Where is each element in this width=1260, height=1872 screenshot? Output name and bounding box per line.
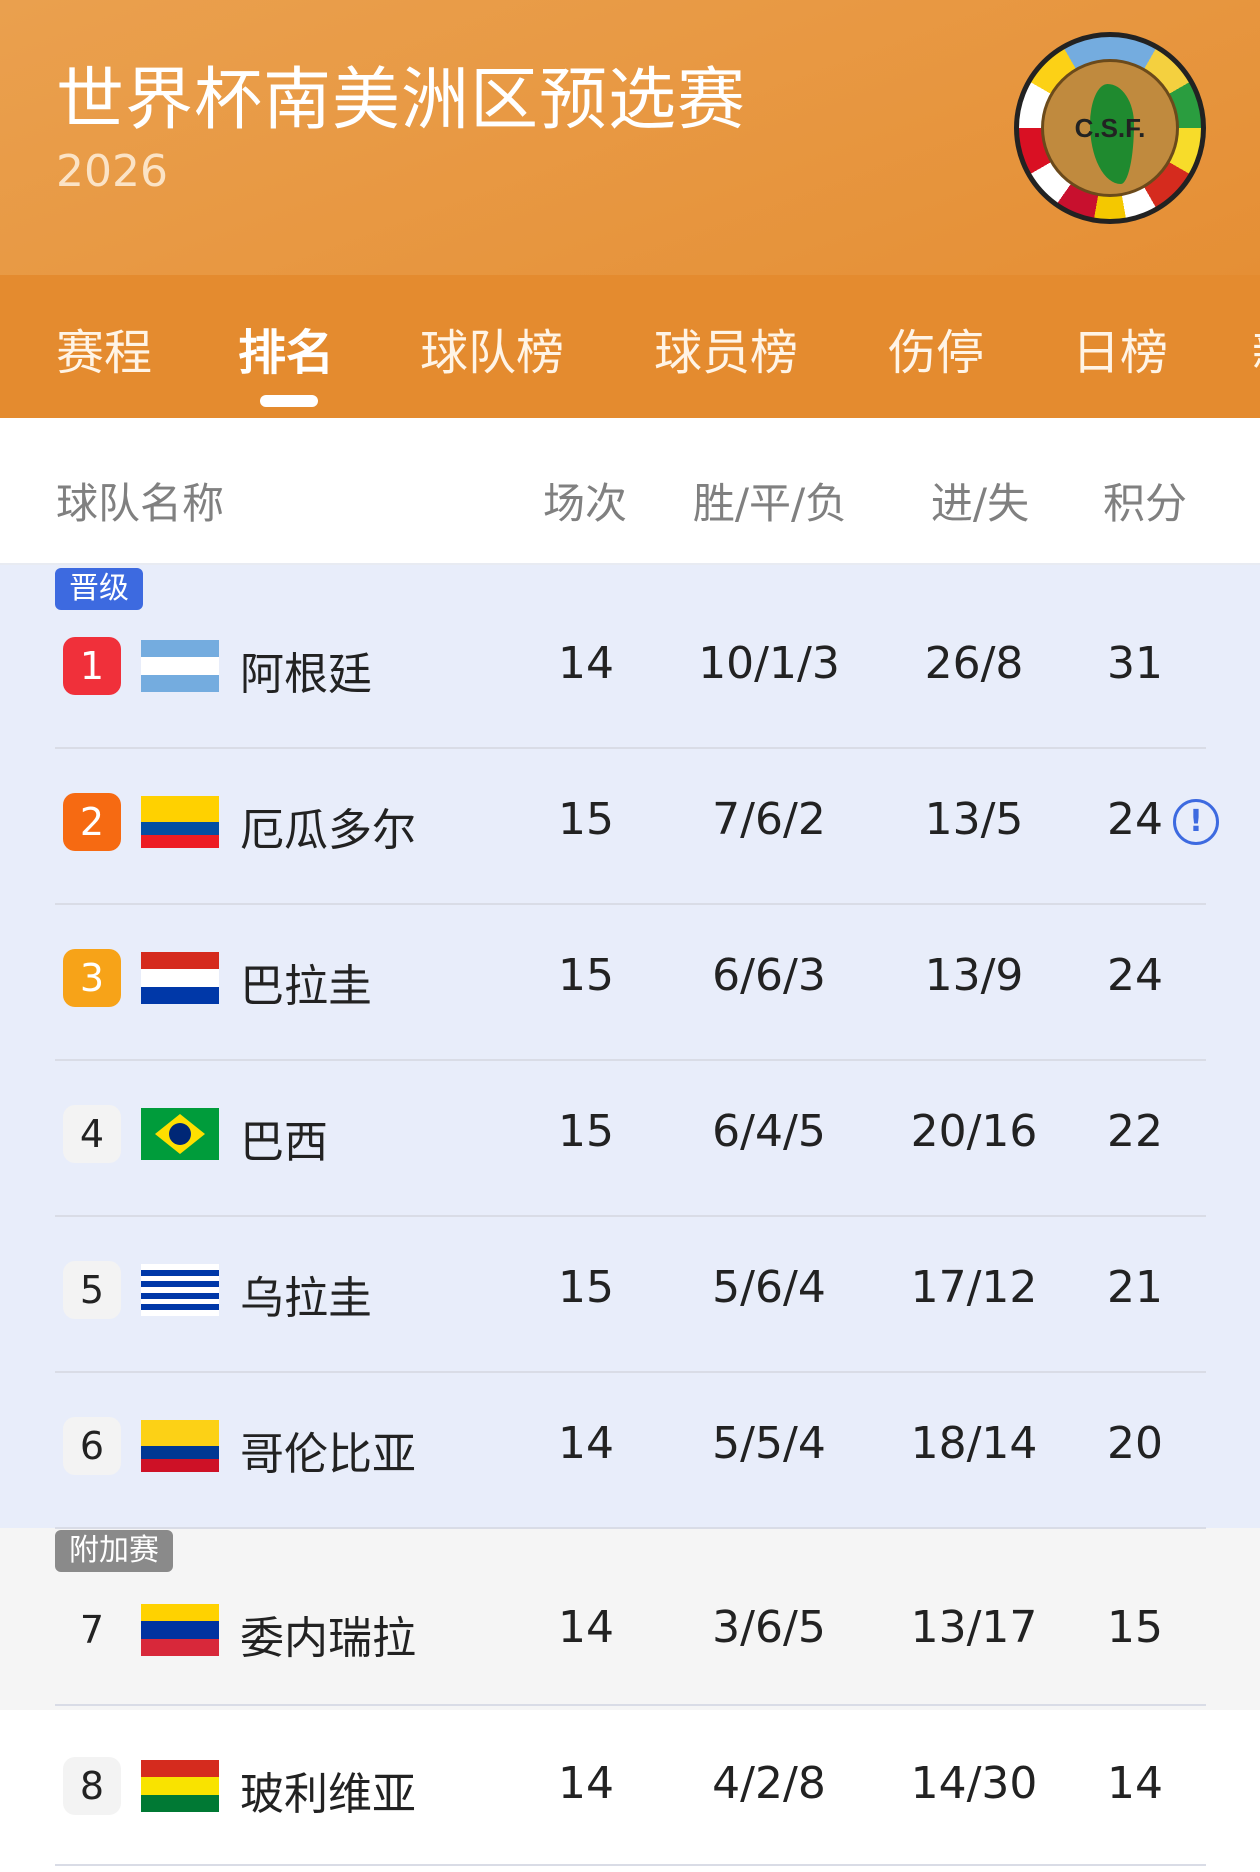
cell-goals: 17/12 xyxy=(910,1262,1038,1313)
cell-played: 14 xyxy=(558,1602,614,1653)
col-wdl: 胜/平/负 xyxy=(692,479,848,528)
info-circle-icon[interactable]: ! xyxy=(1173,799,1219,845)
cell-points: 14 xyxy=(1107,1758,1163,1809)
table-row[interactable]: 8 玻利维亚 14 4/2/8 14/30 14 xyxy=(0,1710,1260,1866)
cell-played: 14 xyxy=(558,1758,614,1809)
col-played: 场次 xyxy=(542,479,628,528)
rank-badge: 8 xyxy=(63,1757,121,1815)
team-name[interactable]: 乌拉圭 xyxy=(240,1273,372,1324)
flag-icon xyxy=(141,1264,219,1316)
row-divider xyxy=(55,1059,1206,1061)
rank-badge: 7 xyxy=(79,1608,105,1652)
cell-wdl: 4/2/8 xyxy=(712,1758,826,1809)
flag-icon xyxy=(141,640,219,692)
table-row[interactable]: 5 乌拉圭 15 5/6/4 17/12 21 xyxy=(0,1217,1260,1373)
team-name[interactable]: 委内瑞拉 xyxy=(240,1613,416,1664)
cell-points: 24 xyxy=(1107,950,1163,1001)
rank-badge: 6 xyxy=(63,1417,121,1475)
cell-played: 15 xyxy=(558,1262,614,1313)
table-row[interactable]: 4 巴西 15 6/4/5 20/16 22 xyxy=(0,1061,1260,1217)
tab-5[interactable]: 日榜 xyxy=(1072,325,1169,381)
tab-2[interactable]: 球队榜 xyxy=(420,325,565,381)
row-divider xyxy=(55,1371,1206,1373)
qualified-section xyxy=(0,565,1260,1528)
table-row[interactable]: 2 厄瓜多尔 15 7/6/2 13/5 24! xyxy=(0,749,1260,905)
tab-1[interactable]: 排名 xyxy=(238,325,335,381)
flag-icon xyxy=(141,1420,219,1472)
cell-wdl: 6/4/5 xyxy=(712,1106,826,1157)
table-row[interactable]: 7 委内瑞拉 14 3/6/5 13/17 15 xyxy=(0,1550,1260,1706)
page-title: 世界杯南美洲区预选赛 xyxy=(56,61,747,140)
cell-goals: 13/17 xyxy=(910,1602,1038,1653)
cell-points: 22 xyxy=(1107,1106,1163,1157)
team-name[interactable]: 阿根廷 xyxy=(240,649,372,700)
row-divider xyxy=(55,903,1206,905)
cell-goals: 14/30 xyxy=(910,1758,1038,1809)
team-name[interactable]: 玻利维亚 xyxy=(240,1769,416,1820)
flag-icon xyxy=(141,796,219,848)
cell-wdl: 6/6/3 xyxy=(712,950,826,1001)
rank-badge: 5 xyxy=(63,1261,121,1319)
cell-points: 31 xyxy=(1107,638,1163,689)
row-divider xyxy=(55,1215,1206,1217)
cell-goals: 20/16 xyxy=(910,1106,1038,1157)
cell-wdl: 7/6/2 xyxy=(712,794,826,845)
cell-points: 21 xyxy=(1107,1262,1163,1313)
tab-0[interactable]: 赛程 xyxy=(56,325,153,381)
cell-played: 14 xyxy=(558,1418,614,1469)
playoff-tag: 附加赛 xyxy=(55,1530,173,1572)
rank-badge: 2 xyxy=(63,793,121,851)
row-divider xyxy=(55,1527,1206,1529)
rank-badge: 4 xyxy=(63,1105,121,1163)
active-tab-indicator xyxy=(260,395,318,407)
table-row[interactable]: 3 巴拉圭 15 6/6/3 13/9 24 xyxy=(0,905,1260,1061)
rank-badge: 1 xyxy=(63,637,121,695)
flag-icon xyxy=(141,1604,219,1656)
cell-goals: 13/5 xyxy=(924,794,1024,845)
flag-icon xyxy=(141,952,219,1004)
tab-6[interactable]: 新 xyxy=(1252,313,1260,383)
col-team: 球队名称 xyxy=(56,479,225,528)
tab-3[interactable]: 球员榜 xyxy=(654,325,799,381)
team-name[interactable]: 厄瓜多尔 xyxy=(240,805,416,856)
row-divider xyxy=(55,1704,1206,1706)
season-year: 2026 xyxy=(56,146,168,197)
cell-wdl: 10/1/3 xyxy=(698,638,840,689)
col-points: 积分 xyxy=(1102,479,1188,528)
table-row[interactable]: 1 阿根廷 14 10/1/3 26/8 31 xyxy=(0,593,1260,749)
rank-badge: 3 xyxy=(63,949,121,1007)
cell-wdl: 5/5/4 xyxy=(712,1418,826,1469)
cell-played: 15 xyxy=(558,794,614,845)
flag-icon xyxy=(141,1108,219,1160)
cell-played: 15 xyxy=(558,950,614,1001)
cell-points: 24 xyxy=(1107,794,1163,845)
cell-goals: 26/8 xyxy=(924,638,1024,689)
cell-wdl: 5/6/4 xyxy=(712,1262,826,1313)
cell-goals: 18/14 xyxy=(910,1418,1038,1469)
tab-bar: 赛程 排名 球队榜 球员榜 伤停 日榜 新 xyxy=(0,275,1260,418)
csf-logo: C.S.F. xyxy=(1014,32,1206,224)
header: 世界杯南美洲区预选赛 2026 C.S.F. xyxy=(0,0,1260,275)
flag-icon xyxy=(141,1760,219,1812)
team-name[interactable]: 哥伦比亚 xyxy=(240,1429,416,1480)
cell-wdl: 3/6/5 xyxy=(712,1602,826,1653)
row-divider xyxy=(55,747,1206,749)
col-goals: 进/失 xyxy=(930,479,1030,528)
row-divider xyxy=(55,1864,1206,1866)
cell-played: 14 xyxy=(558,638,614,689)
cell-played: 15 xyxy=(558,1106,614,1157)
cell-points: 15 xyxy=(1107,1602,1163,1653)
table-row[interactable]: 6 哥伦比亚 14 5/5/4 18/14 20 xyxy=(0,1373,1260,1529)
cell-goals: 13/9 xyxy=(924,950,1024,1001)
table-header: 球队名称 场次 胜/平/负 进/失 积分 xyxy=(0,418,1260,565)
qualified-tag: 晋级 xyxy=(55,568,143,610)
team-name[interactable]: 巴拉圭 xyxy=(240,961,372,1012)
cell-points: 20 xyxy=(1107,1418,1163,1469)
team-name[interactable]: 巴西 xyxy=(240,1117,328,1168)
tab-4[interactable]: 伤停 xyxy=(888,325,985,381)
